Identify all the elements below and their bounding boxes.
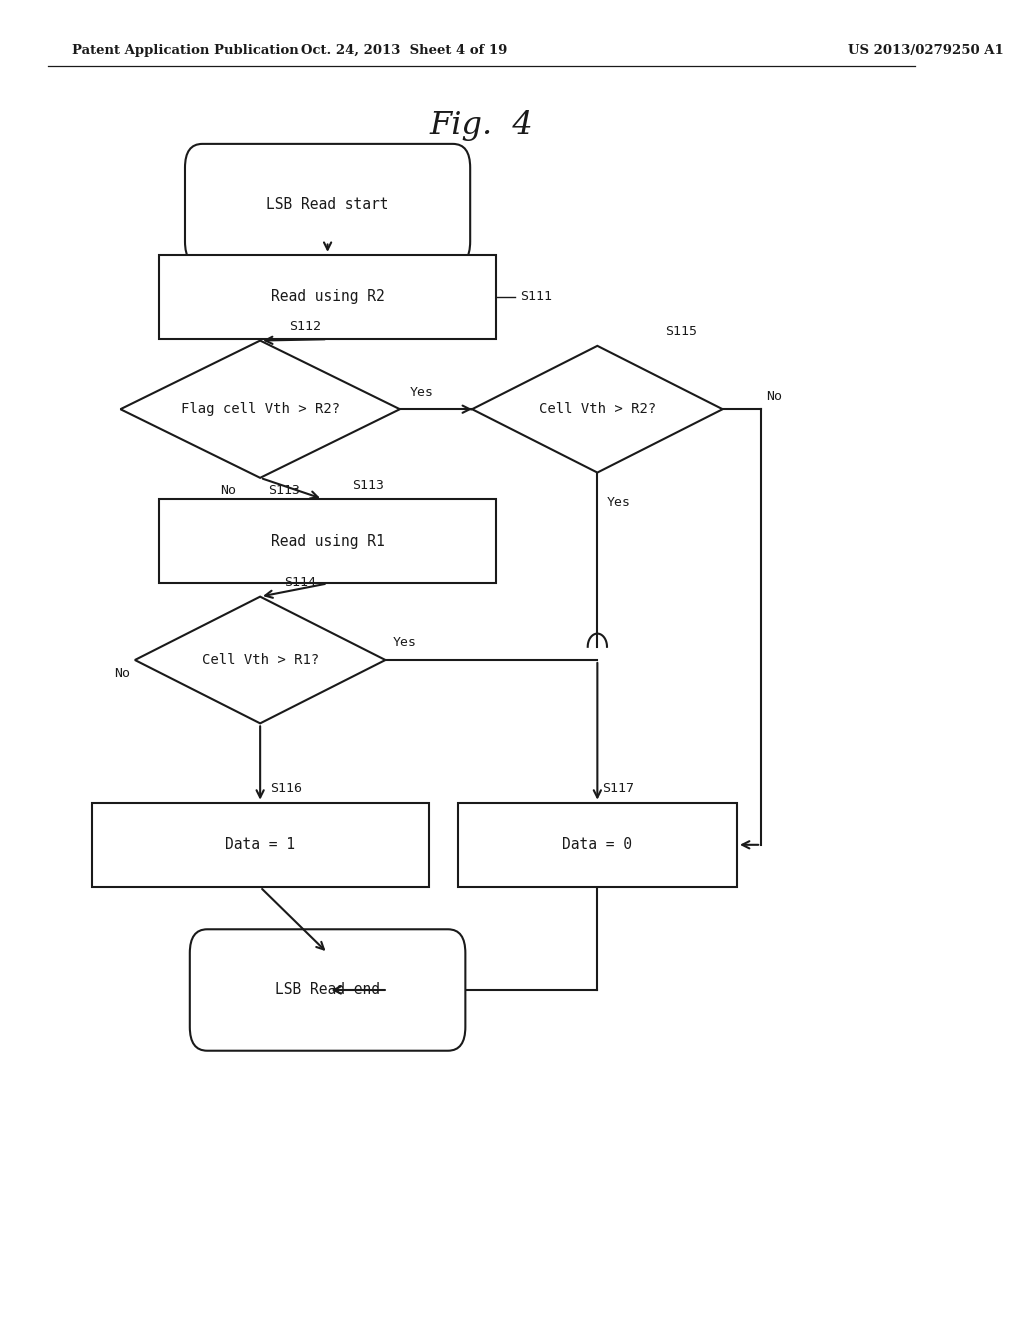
- Text: S111: S111: [520, 290, 552, 304]
- Text: S114: S114: [285, 576, 316, 589]
- FancyBboxPatch shape: [189, 929, 465, 1051]
- Text: S112: S112: [289, 319, 322, 333]
- Text: Yes: Yes: [393, 636, 417, 649]
- Text: S113: S113: [351, 479, 384, 492]
- Text: Data = 1: Data = 1: [225, 837, 295, 853]
- Text: Data = 0: Data = 0: [562, 837, 633, 853]
- FancyBboxPatch shape: [91, 803, 429, 887]
- Text: S115: S115: [665, 325, 696, 338]
- Text: LSB Read start: LSB Read start: [266, 197, 389, 213]
- Text: Cell Vth > R2?: Cell Vth > R2?: [539, 403, 656, 416]
- Polygon shape: [121, 341, 399, 478]
- Text: No: No: [220, 484, 237, 498]
- Text: Patent Application Publication: Patent Application Publication: [73, 44, 299, 57]
- Polygon shape: [472, 346, 723, 473]
- FancyBboxPatch shape: [458, 803, 737, 887]
- Text: US 2013/0279250 A1: US 2013/0279250 A1: [848, 44, 1004, 57]
- Text: S116: S116: [269, 781, 302, 795]
- Text: Read using R2: Read using R2: [270, 289, 384, 305]
- Polygon shape: [135, 597, 385, 723]
- Text: S117: S117: [602, 781, 634, 795]
- FancyBboxPatch shape: [159, 499, 497, 583]
- FancyBboxPatch shape: [185, 144, 470, 265]
- Text: Yes: Yes: [410, 385, 433, 399]
- Text: Read using R1: Read using R1: [270, 533, 384, 549]
- Text: Fig.  4: Fig. 4: [430, 110, 534, 141]
- Text: LSB Read end: LSB Read end: [275, 982, 380, 998]
- Text: No: No: [114, 667, 130, 680]
- Text: Oct. 24, 2013  Sheet 4 of 19: Oct. 24, 2013 Sheet 4 of 19: [301, 44, 508, 57]
- Text: S113: S113: [268, 484, 300, 498]
- Text: No: No: [766, 389, 782, 403]
- Text: Yes: Yes: [607, 496, 631, 510]
- FancyBboxPatch shape: [159, 255, 497, 339]
- Text: Cell Vth > R1?: Cell Vth > R1?: [202, 653, 318, 667]
- Text: Flag cell Vth > R2?: Flag cell Vth > R2?: [180, 403, 340, 416]
